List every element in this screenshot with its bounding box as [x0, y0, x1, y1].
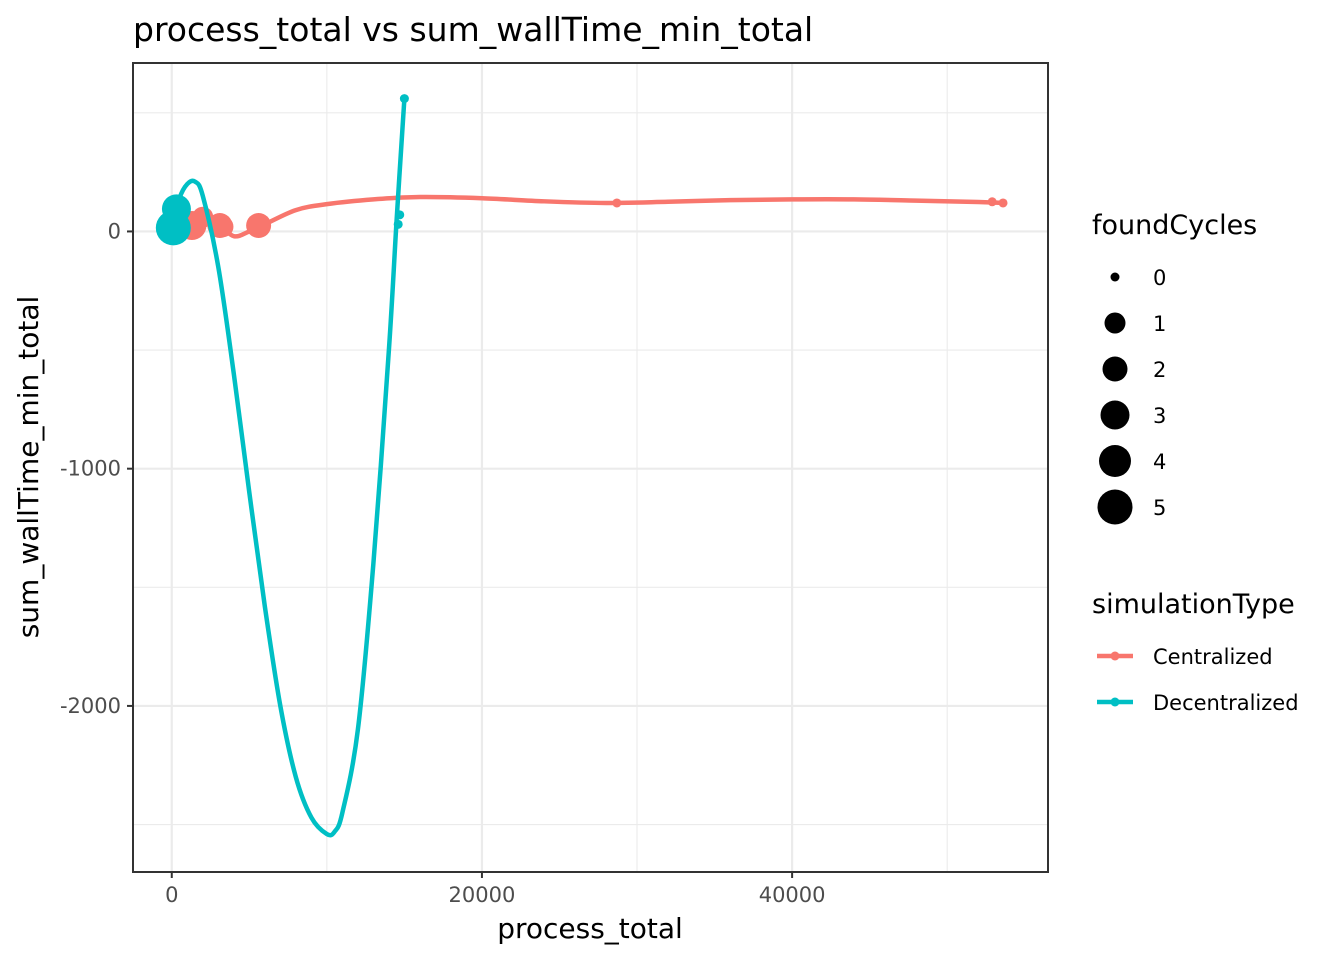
color-legend-key-point [1110, 697, 1120, 707]
decentralized-point [399, 94, 409, 104]
size-legend-key [1097, 489, 1133, 525]
size-legend-key [1100, 400, 1130, 430]
centralized-point [998, 198, 1008, 208]
size-legend-key [1099, 445, 1131, 477]
color-legend-label: Decentralized [1153, 691, 1299, 715]
size-legend-key [1110, 272, 1120, 282]
y-tick-label: -2000 [60, 694, 121, 718]
size-legend-key [1104, 312, 1126, 334]
x-tick-label: 0 [165, 883, 178, 907]
plot-series [155, 94, 1008, 838]
decentralized-point [393, 219, 403, 229]
y-axis: -2000 -1000 0 [60, 219, 133, 718]
chart-title: process_total vs sum_wallTime_min_total [133, 10, 813, 49]
x-axis: 0 20000 40000 [165, 872, 826, 907]
centralized-point [987, 197, 997, 207]
y-tick-label: 0 [108, 219, 121, 243]
centralized-point [246, 213, 272, 239]
size-legend-key [1102, 356, 1128, 382]
plot-grid [133, 63, 1048, 872]
y-axis-title: sum_wallTime_min_total [12, 296, 45, 639]
decentralized-point [161, 194, 191, 224]
x-tick-label: 20000 [449, 883, 516, 907]
size-legend-label: 0 [1153, 266, 1166, 290]
decentralized-point [395, 210, 405, 220]
centralized-point [612, 198, 622, 208]
color-legend-title: simulationType [1092, 589, 1295, 620]
color-legend: simulationType Centralized Decentralized [1092, 589, 1299, 715]
centralized-point [212, 216, 234, 238]
size-legend-label: 1 [1153, 312, 1166, 336]
size-legend-label: 4 [1153, 450, 1166, 474]
size-legend-title: foundCycles [1092, 210, 1257, 241]
color-legend-key-point [1110, 651, 1120, 661]
color-legend-label: Centralized [1153, 645, 1273, 669]
size-legend-label: 3 [1153, 404, 1166, 428]
x-axis-title: process_total [497, 912, 683, 945]
decentralized-smooth-line [171, 98, 407, 838]
size-legend: foundCycles 0 1 2 3 4 5 [1092, 210, 1257, 525]
size-legend-label: 2 [1153, 358, 1166, 382]
plot-border [132, 62, 1049, 873]
y-tick-label: -1000 [60, 457, 121, 481]
x-tick-label: 40000 [759, 883, 826, 907]
size-legend-label: 5 [1153, 496, 1166, 520]
